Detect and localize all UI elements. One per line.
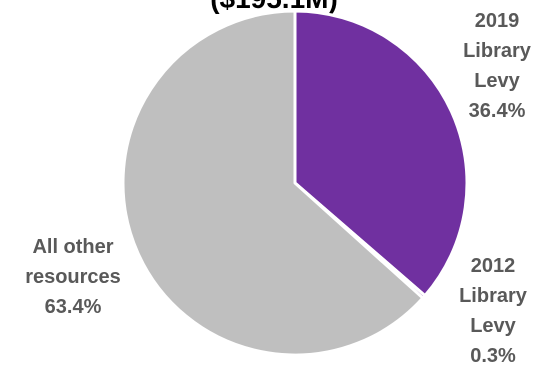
label-line: resources xyxy=(25,266,121,288)
label-line: Library xyxy=(459,285,527,307)
label-line: Levy xyxy=(474,70,520,92)
label-line: 2019 xyxy=(474,10,520,32)
label-line: Levy xyxy=(470,315,516,337)
slice-all-other-resources xyxy=(121,9,425,357)
label-value: 36.4% xyxy=(468,100,526,122)
label-line: All other xyxy=(32,236,114,258)
label-line: Library xyxy=(463,40,531,62)
label-value: 63.4% xyxy=(44,296,102,318)
label-all-other-resources: All other resources 63.4% xyxy=(8,232,138,322)
label-2012-library-levy: 2012 Library Levy 0.3% xyxy=(443,251,543,371)
label-line: 2012 xyxy=(470,255,516,277)
slice-2019-library-levy xyxy=(293,9,469,298)
label-value: 0.3% xyxy=(470,345,516,367)
label-2019-library-levy: 2019 Library Levy 36.4% xyxy=(452,6,542,126)
